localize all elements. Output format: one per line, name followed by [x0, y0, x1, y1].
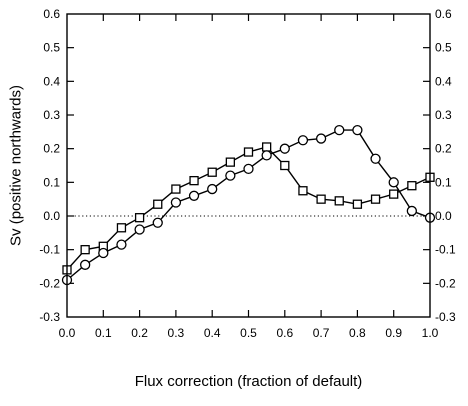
x-tick-label: 0.7: [313, 326, 330, 340]
tick-labels-layer: -0.3 -0.3 -0.2 -0.2 -0.1 -0.1 0.0 0.0 0.1 0.1 0.2 0…: [39, 7, 456, 340]
data-point-circle: [334, 124, 345, 136]
data-point-square: [189, 175, 199, 186]
data-point-square: [80, 245, 90, 255]
y-tick-label-right: 0.3: [435, 108, 452, 122]
data-point-circle: [152, 217, 163, 228]
data-point-square: [352, 199, 363, 209]
data-point-square: [280, 160, 290, 171]
data-point-circle: [170, 197, 182, 208]
x-tick-label: 0.3: [168, 326, 185, 340]
data-point-square: [171, 184, 181, 194]
data-point-circle: [261, 150, 272, 161]
plot-area-frame: [66, 13, 431, 318]
x-tick-label: 0.1: [95, 326, 112, 340]
data-point-circle: [243, 163, 254, 175]
x-tick-label: 0.0: [59, 326, 76, 340]
y-tick-label-left: 0.0: [43, 209, 60, 223]
y-tick-label-right: -0.2: [435, 276, 456, 290]
x-tick-label: 0.4: [204, 326, 221, 340]
data-point-square: [316, 194, 326, 204]
series-square: [62, 142, 435, 275]
data-point-circle: [388, 177, 399, 188]
data-point-circle: [134, 224, 145, 235]
y-tick-label-left: 0.5: [43, 41, 60, 55]
y-tick-label-right: -0.3: [435, 310, 456, 324]
data-point-circle: [80, 259, 91, 270]
data-point-square: [407, 181, 417, 191]
x-tick-label: 0.6: [276, 326, 293, 340]
y-tick-label-left: 0.6: [43, 7, 60, 21]
data-point-circle: [352, 124, 363, 136]
series-layer: [61, 124, 436, 286]
data-point-square: [153, 199, 163, 209]
data-point-square: [389, 189, 399, 199]
data-point-square: [298, 186, 308, 196]
data-point-circle: [116, 239, 127, 250]
y-tick-label-left: 0.2: [43, 142, 60, 156]
data-point-circle: [279, 143, 290, 154]
y-tick-label-left: -0.2: [39, 276, 60, 290]
y-tick-label-left: 0.4: [43, 74, 60, 88]
y-tick-label-left: -0.1: [39, 243, 60, 257]
data-point-circle: [406, 205, 418, 217]
x-tick-label: 0.9: [385, 326, 402, 340]
data-point-circle: [370, 153, 381, 164]
data-point-square: [334, 196, 344, 206]
y-tick-label-left: 0.3: [43, 108, 60, 122]
y-tick-label-left: -0.3: [39, 310, 60, 324]
x-tick-label: 0.5: [240, 326, 257, 340]
x-tick-label: 1.0: [422, 326, 439, 340]
x-axis-title: Flux correction (fraction of default): [135, 373, 363, 390]
y-tick-label-right: 0.5: [435, 41, 452, 55]
data-point-circle: [188, 190, 200, 201]
data-point-square: [243, 147, 254, 157]
y-tick-label-right: -0.1: [435, 243, 456, 257]
data-point-square: [370, 194, 381, 204]
data-point-square: [134, 213, 145, 223]
x-tick-label: 0.8: [349, 326, 366, 340]
data-point-square: [261, 142, 272, 152]
x-tick-label: 0.2: [131, 326, 148, 340]
series-circle: [61, 124, 436, 286]
y-tick-label-right: 0.0: [435, 209, 452, 223]
data-point-circle: [315, 133, 327, 144]
y-tick-label-right: 0.4: [435, 74, 452, 88]
y-tick-label-right: 0.1: [435, 175, 452, 189]
data-point-circle: [225, 170, 236, 181]
data-point-square: [225, 157, 236, 167]
data-point-square: [116, 223, 127, 233]
y-tick-label-right: 0.6: [435, 7, 452, 21]
data-point-circle: [297, 135, 309, 146]
data-point-square: [207, 167, 217, 177]
data-point-circle: [207, 183, 218, 195]
y-tick-label-right: 0.2: [435, 142, 452, 156]
y-tick-label-left: 0.1: [43, 175, 60, 189]
y-axis-title: Sv (positive northwards): [8, 85, 25, 246]
data-point-circle: [98, 247, 109, 259]
